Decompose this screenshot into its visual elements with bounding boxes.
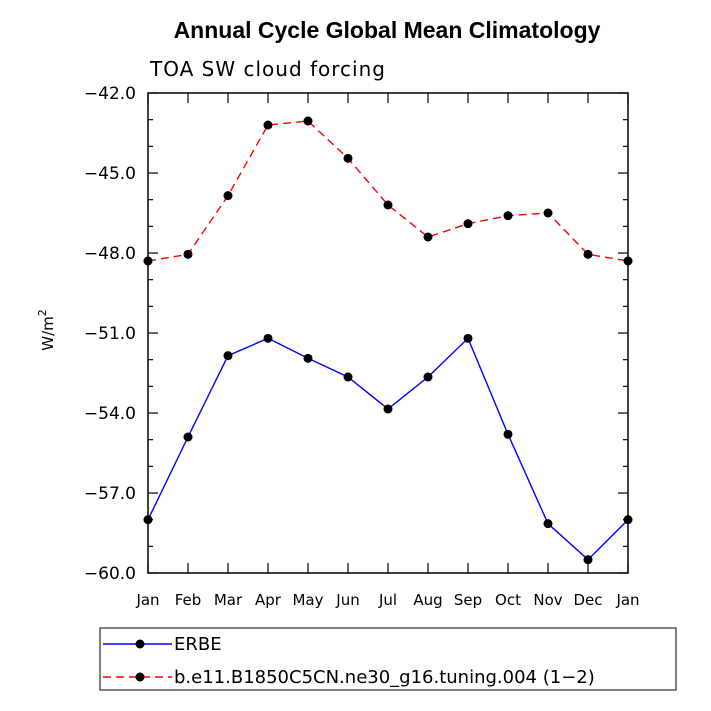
x-tick-label: Sep <box>454 591 482 609</box>
chart-title: Annual Cycle Global Mean Climatology <box>174 17 601 43</box>
x-tick-label: Jan <box>135 591 159 609</box>
series-line-1 <box>147 120 629 262</box>
x-tick-label: Mar <box>214 591 243 609</box>
x-tick-label: Dec <box>573 591 602 609</box>
y-tick-label: −54.0 <box>84 404 136 424</box>
data-point-series-1 <box>223 191 233 201</box>
data-point-series-1 <box>263 120 273 130</box>
svg-text:W/m2: W/m2 <box>36 309 57 351</box>
data-point-series-0 <box>303 353 313 363</box>
legend-box <box>99 627 677 691</box>
x-tick-label: Aug <box>413 591 442 609</box>
data-point-series-1 <box>383 200 393 210</box>
data-point-series-1 <box>463 219 473 229</box>
legend-marker-erbe <box>135 639 145 649</box>
data-point-series-0 <box>463 333 473 343</box>
data-point-series-0 <box>263 333 273 343</box>
legend-label-model: b.e11.B1850C5CN.ne30_g16.tuning.004 (1−2… <box>174 667 595 688</box>
legend-label-erbe: ERBE <box>174 634 222 655</box>
data-point-series-0 <box>503 429 513 439</box>
x-tick-label: Oct <box>495 591 521 609</box>
series-lines <box>147 120 629 561</box>
data-point-series-1 <box>303 116 313 126</box>
data-point-series-0 <box>383 404 393 414</box>
x-tick-label: May <box>292 591 323 609</box>
data-point-series-1 <box>343 153 353 163</box>
legend-marker-model <box>135 672 145 682</box>
data-point-series-0 <box>583 555 593 565</box>
data-point-series-0 <box>183 432 193 442</box>
data-point-series-1 <box>503 211 513 221</box>
y-tick-label: −60.0 <box>84 564 136 584</box>
x-tick-label: Jan <box>615 591 639 609</box>
x-tick-label: Feb <box>175 591 202 609</box>
data-point-series-1 <box>423 232 433 242</box>
data-point-series-0 <box>223 351 233 361</box>
x-tick-label: Jun <box>335 591 359 609</box>
y-tick-label: −42.0 <box>84 84 136 104</box>
axis-ticks <box>147 92 629 574</box>
x-tick-label: Jul <box>378 591 397 609</box>
data-point-series-1 <box>583 249 593 259</box>
data-point-series-0 <box>343 372 353 382</box>
y-tick-label: −45.0 <box>84 164 136 184</box>
legend: ERBE b.e11.B1850C5CN.ne30_g16.tuning.004… <box>99 627 677 691</box>
y-tick-label: −48.0 <box>84 244 136 264</box>
tick-labels: −60.0 −57.0 −54.0 −51.0 −48.0 −45.0 −42.0 Jan Fe… <box>84 84 640 609</box>
series-line-0 <box>147 337 629 561</box>
chart-subtitle: TOA SW cloud forcing <box>149 57 386 81</box>
x-tick-label: Nov <box>533 591 562 609</box>
data-point-series-1 <box>543 208 553 218</box>
series-markers <box>143 116 633 565</box>
y-axis-label-superscript: 2 <box>36 309 49 316</box>
y-axis-label-text: W/m <box>39 316 57 351</box>
data-point-series-0 <box>543 519 553 529</box>
plot-frame <box>147 92 629 574</box>
x-tick-label: Apr <box>255 591 282 609</box>
y-axis-label: W/m2 <box>36 309 57 351</box>
y-tick-label: −51.0 <box>84 324 136 344</box>
data-point-series-1 <box>183 249 193 259</box>
data-point-series-0 <box>423 372 433 382</box>
y-tick-label: −57.0 <box>84 484 136 504</box>
